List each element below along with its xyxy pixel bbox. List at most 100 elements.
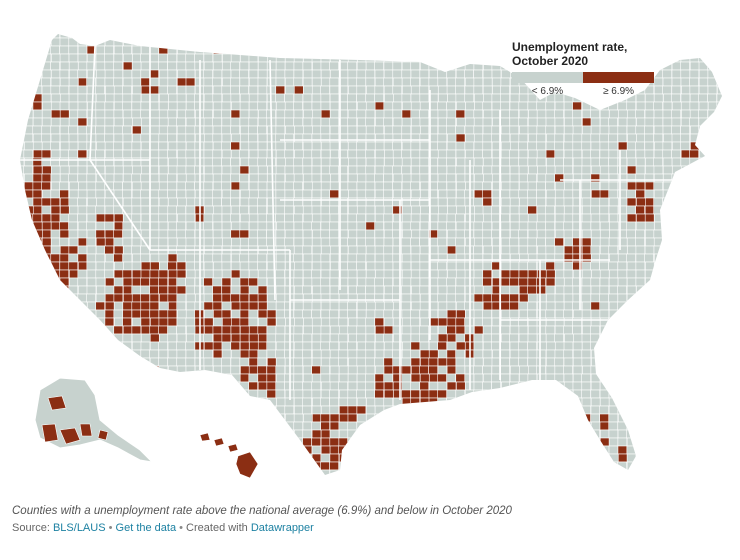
county-cell[interactable] xyxy=(563,293,574,303)
county-cell[interactable] xyxy=(726,30,735,38)
county-cell[interactable] xyxy=(419,269,430,279)
county-cell[interactable] xyxy=(653,333,664,343)
county-cell[interactable] xyxy=(15,277,25,287)
county-cell[interactable] xyxy=(401,277,412,287)
county-cell[interactable] xyxy=(186,453,196,463)
county-cell[interactable] xyxy=(239,221,250,231)
county-cell[interactable] xyxy=(662,365,673,375)
county-cell[interactable] xyxy=(573,333,583,343)
county-cell[interactable] xyxy=(203,413,214,423)
county-cell[interactable] xyxy=(690,478,699,486)
county-cell[interactable] xyxy=(419,301,430,311)
county-cell[interactable] xyxy=(284,141,295,151)
county-cell[interactable] xyxy=(690,173,700,183)
county-cell[interactable] xyxy=(338,437,349,447)
county-cell[interactable] xyxy=(329,437,340,447)
county-cell[interactable] xyxy=(284,453,295,463)
county-cell[interactable] xyxy=(401,357,412,367)
county-cell[interactable] xyxy=(582,205,592,215)
county-cell[interactable] xyxy=(536,189,546,199)
county-cell[interactable] xyxy=(653,133,664,143)
county-cell[interactable] xyxy=(204,397,214,407)
county-cell[interactable] xyxy=(554,165,565,175)
county-cell[interactable] xyxy=(626,269,637,279)
county-cell[interactable] xyxy=(419,117,430,127)
county-cell[interactable] xyxy=(266,189,277,199)
county-cell[interactable] xyxy=(465,133,475,143)
county-cell[interactable] xyxy=(131,93,142,103)
county-cell[interactable] xyxy=(122,229,132,239)
county-cell[interactable] xyxy=(617,285,627,295)
county-cell[interactable] xyxy=(716,245,726,255)
county-cell[interactable] xyxy=(95,253,106,263)
county-cell[interactable] xyxy=(689,333,700,343)
county-cell[interactable] xyxy=(428,397,439,407)
county-cell[interactable] xyxy=(158,189,169,199)
county-cell[interactable] xyxy=(608,429,619,439)
county-cell[interactable] xyxy=(239,165,250,175)
county-cell[interactable] xyxy=(132,117,142,127)
county-cell[interactable] xyxy=(15,30,25,39)
county-cell[interactable] xyxy=(32,173,43,183)
county-cell[interactable] xyxy=(113,389,124,399)
county-cell[interactable] xyxy=(636,213,646,223)
county-cell[interactable] xyxy=(158,365,169,375)
county-cell[interactable] xyxy=(257,237,268,247)
county-cell[interactable] xyxy=(411,301,421,311)
county-cell[interactable] xyxy=(68,213,79,223)
county-cell[interactable] xyxy=(86,373,97,383)
county-cell[interactable] xyxy=(77,349,87,359)
county-cell[interactable] xyxy=(131,245,141,255)
county-cell[interactable] xyxy=(473,405,483,415)
county-cell[interactable] xyxy=(420,53,430,63)
county-cell[interactable] xyxy=(473,381,484,391)
county-cell[interactable] xyxy=(491,453,502,463)
county-cell[interactable] xyxy=(149,277,160,287)
county-cell[interactable] xyxy=(167,357,178,367)
county-cell[interactable] xyxy=(689,445,700,455)
county-cell[interactable] xyxy=(447,461,457,471)
county-cell[interactable] xyxy=(158,413,169,423)
county-cell[interactable] xyxy=(15,237,25,247)
county-cell[interactable] xyxy=(581,389,591,399)
county-cell[interactable] xyxy=(653,341,664,351)
county-cell[interactable] xyxy=(527,237,538,247)
county-cell[interactable] xyxy=(230,397,241,407)
county-cell[interactable] xyxy=(248,333,259,343)
county-cell[interactable] xyxy=(492,469,502,478)
county-cell[interactable] xyxy=(680,205,691,215)
county-cell[interactable] xyxy=(527,181,538,191)
county-cell[interactable] xyxy=(168,269,178,279)
county-cell[interactable] xyxy=(653,189,664,199)
county-cell[interactable] xyxy=(95,189,106,199)
county-cell[interactable] xyxy=(194,181,204,191)
county-cell[interactable] xyxy=(104,317,115,327)
county-cell[interactable] xyxy=(365,317,376,327)
county-cell[interactable] xyxy=(519,125,529,135)
county-cell[interactable] xyxy=(203,77,214,87)
county-cell[interactable] xyxy=(149,285,159,295)
county-cell[interactable] xyxy=(185,77,196,87)
county-cell[interactable] xyxy=(257,365,267,375)
county-cell[interactable] xyxy=(257,469,267,478)
county-cell[interactable] xyxy=(590,30,600,39)
county-cell[interactable] xyxy=(185,149,196,159)
county-cell[interactable] xyxy=(536,173,547,183)
county-cell[interactable] xyxy=(653,301,664,311)
county-cell[interactable] xyxy=(167,53,178,63)
county-cell[interactable] xyxy=(473,69,483,79)
county-cell[interactable] xyxy=(32,437,43,447)
county-cell[interactable] xyxy=(356,301,367,311)
county-cell[interactable] xyxy=(707,269,717,279)
county-cell[interactable] xyxy=(59,325,70,335)
county-cell[interactable] xyxy=(509,237,520,247)
county-cell[interactable] xyxy=(500,333,511,343)
county-cell[interactable] xyxy=(500,397,511,407)
county-cell[interactable] xyxy=(15,117,25,127)
county-cell[interactable] xyxy=(689,277,699,287)
county-cell[interactable] xyxy=(284,301,294,311)
county-cell[interactable] xyxy=(419,333,429,343)
county-cell[interactable] xyxy=(392,189,403,199)
county-cell[interactable] xyxy=(392,141,402,151)
county-cell[interactable] xyxy=(437,333,448,343)
